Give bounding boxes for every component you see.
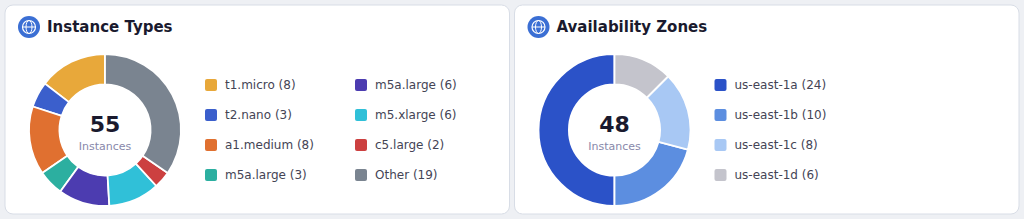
legend-swatch: [355, 169, 367, 181]
legend-swatch: [205, 169, 217, 181]
legend-entry: m5a.large (3): [225, 168, 307, 182]
icon-globe: [532, 27, 545, 28]
center-number: 48: [599, 112, 630, 137]
background: [0, 0, 1024, 219]
title: Availability Zones: [557, 18, 708, 36]
legend-swatch: [355, 79, 367, 91]
center-label: Instances: [79, 140, 132, 153]
legend-entry: m5.xlarge (6): [375, 108, 456, 122]
legend-entry: us-east-1c (8): [735, 138, 818, 152]
legend: us-east-1a (24) us-east-1b (10) us-east-1c…: [715, 78, 827, 182]
page: Instance Types 55 Instances t1.micro (8) t2.…: [0, 0, 1024, 219]
chart-page: Instance Types 55 Instances t1.micro (8) t2.…: [0, 0, 1024, 219]
center-label: Instances: [588, 140, 641, 153]
card-background: [5, 5, 510, 214]
slice: [615, 54, 669, 98]
donut: [539, 54, 691, 206]
legend-entry: a1.medium (8): [225, 138, 314, 152]
donut: [29, 54, 181, 206]
legend-swatch: [715, 169, 727, 181]
legend-swatch: [205, 109, 217, 121]
legend-swatch: [715, 109, 727, 121]
icon-globe: [23, 27, 36, 28]
card-background: [515, 5, 1020, 214]
legend: t1.micro (8) t2.nano (3) a1.medium (8) m5a.…: [205, 78, 457, 182]
legend-swatch: [715, 79, 727, 91]
title: Instance Types: [47, 18, 173, 36]
legend-entry: t1.micro (8): [225, 78, 296, 92]
legend-swatch: [205, 139, 217, 151]
icon-circle: [18, 16, 40, 38]
legend-entry: t2.nano (3): [225, 108, 292, 122]
card: Instance Types 55 Instances t1.micro (8) t2.…: [5, 5, 510, 214]
icon-globe: [23, 21, 36, 34]
center-number: 55: [90, 112, 121, 137]
legend-entry: Other (19): [375, 168, 438, 182]
legend-swatch: [715, 139, 727, 151]
legend-entry: us-east-1b (10): [735, 108, 827, 122]
legend-swatch: [205, 79, 217, 91]
icon: [528, 16, 550, 38]
legend-entry: c5.large (2): [375, 138, 444, 152]
legend-swatch: [355, 139, 367, 151]
icon-globe: [532, 21, 545, 34]
icon-circle: [528, 16, 550, 38]
slice: [60, 167, 109, 206]
legend-entry: m5a.large (6): [375, 78, 457, 92]
icon: [18, 16, 40, 38]
legend-entry: us-east-1a (24): [735, 78, 827, 92]
legend-entry: us-east-1d (6): [735, 168, 819, 182]
card: Availability Zones 48 Instances us-east-1a …: [515, 5, 1020, 214]
legend-swatch: [355, 109, 367, 121]
